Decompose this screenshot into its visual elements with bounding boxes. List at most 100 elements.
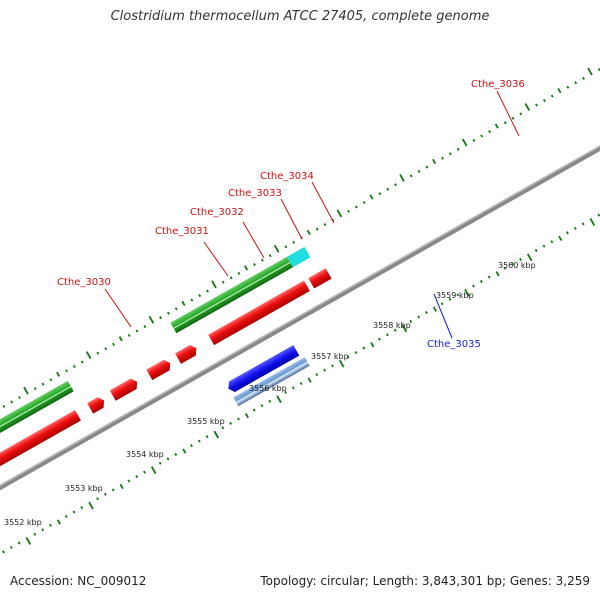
- gene-cthe3030-cds: [0, 410, 81, 507]
- tick-mark: [323, 223, 327, 227]
- tick-mark: [399, 174, 405, 182]
- tick-mark: [9, 545, 13, 550]
- tick-mark: [229, 276, 233, 280]
- tick-mark: [519, 112, 523, 116]
- tick-mark: [338, 359, 345, 368]
- gene-label-cthe3033[interactable]: Cthe_3033: [228, 188, 282, 199]
- tick-mark: [370, 342, 375, 348]
- tick-mark: [49, 523, 52, 527]
- gene-forward-cds: [308, 268, 332, 289]
- tick-mark: [166, 457, 170, 461]
- tick-mark: [511, 262, 515, 266]
- tick-mark: [174, 452, 178, 456]
- tick-mark: [85, 351, 92, 360]
- tick-mark: [323, 368, 327, 372]
- tick-mark: [487, 275, 491, 279]
- tick-mark: [244, 412, 249, 419]
- gene-label-cthe3030[interactable]: Cthe_3030: [57, 277, 111, 288]
- tick-mark: [127, 479, 131, 483]
- tick-mark: [190, 298, 194, 302]
- tick-mark: [534, 249, 538, 253]
- tick-mark: [229, 421, 233, 425]
- tick-mark: [535, 103, 538, 107]
- tick-mark: [198, 294, 202, 298]
- feature-reverse-other: [233, 357, 310, 407]
- tick-mark: [448, 297, 452, 301]
- tick-mark: [135, 475, 139, 479]
- tick-mark: [72, 510, 76, 514]
- gene-label-cthe3035[interactable]: Cthe_3035: [427, 339, 481, 350]
- tick-mark: [56, 519, 61, 525]
- tick-mark: [441, 156, 444, 160]
- tick-mark: [448, 152, 452, 156]
- tick-mark: [503, 266, 507, 270]
- tick-mark: [464, 288, 470, 297]
- tick-mark: [581, 222, 585, 226]
- tick-mark: [574, 81, 578, 85]
- feature-cyan: [287, 246, 311, 268]
- tick-mark: [213, 430, 220, 439]
- tick-mark: [96, 351, 100, 355]
- tick-mark: [432, 306, 437, 312]
- tick-mark: [158, 461, 162, 465]
- tick-mark: [291, 386, 295, 390]
- tick-mark: [495, 271, 500, 277]
- feature-forward-other: [170, 256, 293, 334]
- tick-mark: [315, 227, 319, 231]
- kbp-label: 3553 kbp: [65, 484, 103, 493]
- tick-mark: [135, 329, 139, 333]
- tick-mark: [566, 231, 569, 235]
- kbp-label: 3560 kbp: [498, 261, 536, 270]
- tick-mark: [550, 240, 554, 244]
- tick-mark: [41, 382, 45, 386]
- gene-cthe3033-cds: [146, 359, 171, 381]
- tick-mark: [362, 200, 366, 205]
- gene-label-cthe3031[interactable]: Cthe_3031: [155, 226, 209, 237]
- tick-mark: [589, 217, 596, 226]
- gene-label-cthe3036[interactable]: Cthe_3036: [471, 79, 525, 90]
- tick-mark: [582, 76, 585, 80]
- tick-mark: [488, 130, 491, 134]
- tick-mark: [456, 293, 460, 297]
- callout-lines: [104, 90, 520, 328]
- gene-label-cthe3032[interactable]: Cthe_3032: [190, 207, 244, 218]
- gene-label-cthe3034[interactable]: Cthe_3034: [260, 171, 314, 182]
- tick-mark: [237, 417, 240, 421]
- tick-mark: [432, 158, 437, 165]
- tick-mark: [268, 399, 272, 403]
- kbp-label: 3559 kbp: [436, 291, 474, 300]
- tick-mark: [558, 235, 563, 241]
- tick-mark: [104, 347, 108, 351]
- genome-summary-text: Topology: circular; Length: 3,843,301 bp…: [260, 574, 590, 588]
- tick-mark: [56, 371, 61, 377]
- tick-mark: [148, 315, 155, 324]
- tick-mark: [25, 537, 32, 545]
- tick-mark: [425, 165, 429, 169]
- tick-mark: [159, 316, 162, 320]
- tick-mark: [511, 116, 515, 120]
- tick-mark: [440, 302, 444, 306]
- tick-mark: [23, 386, 29, 395]
- tick-mark: [119, 483, 124, 490]
- tick-mark: [566, 85, 570, 89]
- kbp-label: 3556 kbp: [249, 384, 287, 393]
- tick-mark: [542, 244, 546, 248]
- kbp-label: 3552 kbp: [4, 518, 42, 527]
- gene-cthe3034-cds: [175, 345, 197, 364]
- tick-mark: [166, 311, 170, 315]
- tick-mark: [150, 466, 157, 475]
- callout-line-cthe3035: [433, 293, 453, 339]
- tick-mark: [2, 550, 5, 554]
- tick-mark: [385, 333, 389, 337]
- tick-mark: [64, 514, 68, 518]
- tick-mark: [18, 395, 21, 400]
- tick-mark: [378, 192, 382, 196]
- tick-mark: [205, 435, 209, 439]
- tick-mark: [206, 289, 209, 293]
- tick-mark: [369, 194, 374, 200]
- tick-mark: [221, 426, 225, 430]
- gene-cthe3031-cds: [87, 397, 105, 414]
- tick-mark: [550, 94, 554, 98]
- tick-mark: [409, 319, 413, 323]
